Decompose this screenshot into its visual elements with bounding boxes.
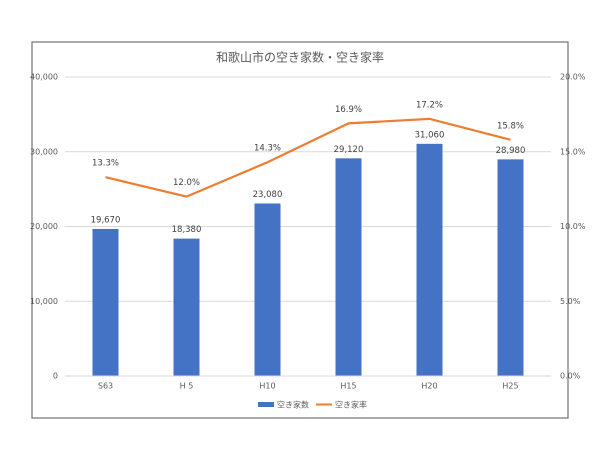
legend-swatch	[258, 402, 274, 407]
chart-title: 和歌山市の空き家数・空き家率	[216, 50, 384, 65]
bar	[416, 143, 443, 376]
data-label: 15.8%	[497, 121, 524, 131]
data-label: 28,980	[496, 146, 526, 156]
data-label: 16.9%	[335, 105, 362, 115]
x-tick-label: H 5	[180, 382, 194, 391]
y2-tick-label: 15.0%	[560, 147, 586, 156]
y-tick-label: 0	[53, 372, 58, 381]
data-label: 18,380	[172, 225, 202, 235]
x-tick-label: H20	[421, 382, 437, 391]
y2-tick-label: 0.0%	[560, 372, 581, 381]
y-tick-label: 10,000	[30, 297, 58, 306]
y-tick-label: 40,000	[30, 73, 58, 82]
y-tick-label: 20,000	[30, 222, 58, 231]
x-tick-label: H25	[502, 382, 518, 391]
legend-label: 空き家率	[335, 400, 367, 410]
chart-frame	[31, 41, 569, 419]
data-label: 23,080	[253, 190, 283, 200]
data-label: 29,120	[334, 145, 364, 155]
data-label: 13.3%	[92, 159, 119, 169]
bar	[335, 158, 362, 376]
y-tick-label: 30,000	[30, 147, 58, 156]
x-tick-label: H15	[340, 382, 356, 391]
x-tick-label: S63	[98, 382, 113, 391]
data-label: 12.0%	[173, 178, 200, 188]
bar	[497, 159, 524, 376]
data-label: 17.2%	[416, 100, 443, 110]
y2-tick-label: 5.0%	[560, 297, 581, 306]
bar	[92, 228, 119, 376]
bar	[173, 238, 200, 376]
x-tick-label: H10	[259, 382, 275, 391]
line	[105, 117, 511, 198]
y2-tick-label: 20.0%	[560, 73, 586, 82]
y2-tick-label: 10.0%	[560, 222, 586, 231]
data-label: 19,670	[91, 215, 121, 225]
data-label: 14.3%	[254, 144, 281, 154]
legend-label: 空き家数	[277, 400, 309, 410]
bar	[254, 203, 281, 376]
data-label: 31,060	[415, 130, 445, 140]
